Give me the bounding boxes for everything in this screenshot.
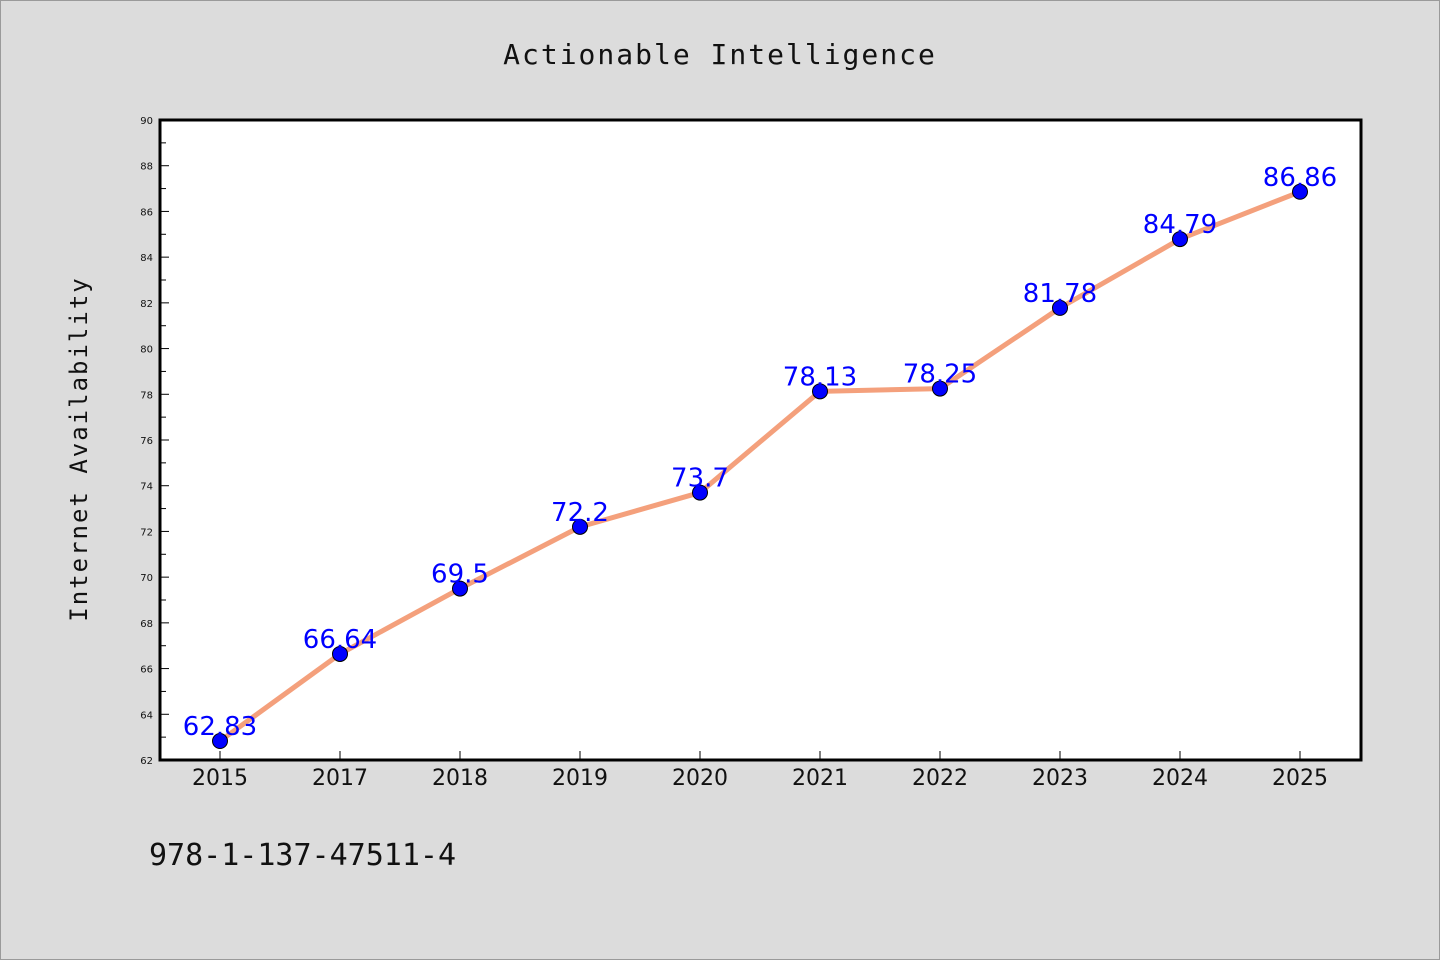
x-tick-label: 2020 xyxy=(672,766,728,791)
data-markers xyxy=(212,183,1308,750)
y-tick-label: 86 xyxy=(140,207,153,218)
data-label: 81.78 xyxy=(1023,279,1097,309)
data-point xyxy=(1052,299,1068,316)
y-tick-label: 74 xyxy=(140,482,153,493)
x-tick-label: 2018 xyxy=(432,766,488,791)
x-tick-label: 2015 xyxy=(192,766,248,791)
data-labels: 62.83 66.64 69.5 72.2 73.7 78.13 78.25 81.78 84.… xyxy=(183,163,1337,742)
series-path xyxy=(217,189,1303,744)
y-tick-label: 80 xyxy=(140,345,153,356)
y-tick-label: 72 xyxy=(140,527,153,538)
x-tick-label: 2019 xyxy=(552,766,608,791)
data-label: 69.5 xyxy=(431,560,489,590)
y-tick-label: 64 xyxy=(140,710,153,721)
y-tick-label: 88 xyxy=(140,162,153,173)
data-label: 78.13 xyxy=(783,362,857,392)
x-tick-label: 2017 xyxy=(312,766,368,791)
data-point xyxy=(812,383,828,400)
y-tick-label: 78 xyxy=(140,390,153,401)
y-tick-label: 70 xyxy=(140,573,153,584)
data-point xyxy=(212,733,228,750)
data-point xyxy=(932,380,948,397)
x-tick-label: 2024 xyxy=(1152,766,1208,791)
x-tick-label: 2021 xyxy=(792,766,848,791)
chart-title: Actionable Intelligence xyxy=(503,38,937,71)
data-label: 73.7 xyxy=(671,464,729,494)
data-label: 78.25 xyxy=(903,360,977,390)
data-label: 84.79 xyxy=(1143,210,1217,240)
data-point xyxy=(332,645,348,662)
data-point xyxy=(452,580,468,597)
data-label: 66.64 xyxy=(303,625,377,655)
x-axis-ticks: 2015 2017 2018 2019 2020 2021 2022 2023 2024 2025 xyxy=(192,751,1328,791)
y-tick-label: 76 xyxy=(140,436,153,447)
data-point xyxy=(1292,183,1308,200)
data-label: 86.86 xyxy=(1263,163,1337,193)
x-tick-label: 2023 xyxy=(1032,766,1088,791)
data-point xyxy=(1172,231,1188,248)
series-line xyxy=(217,189,1303,744)
y-tick-label: 82 xyxy=(140,299,153,310)
x-tick-label: 2022 xyxy=(912,766,968,791)
y-tick-label: 84 xyxy=(140,253,153,264)
y-axis-ticks: 62 64 66 68 70 72 74 76 78 80 82 84 86 88 90 xyxy=(140,116,169,767)
y-tick-label: 90 xyxy=(140,116,153,127)
y-axis-label: Internet Availability xyxy=(65,276,93,621)
x-tick-label: 2025 xyxy=(1272,766,1328,791)
y-tick-label: 68 xyxy=(140,619,153,630)
data-point xyxy=(692,484,708,501)
y-tick-label: 66 xyxy=(140,665,153,676)
y-tick-label: 62 xyxy=(140,756,153,767)
data-label: 62.83 xyxy=(183,712,257,742)
data-label: 72.2 xyxy=(551,498,609,528)
annotation-text: 978-1-137-47511-4 xyxy=(149,838,456,873)
data-point xyxy=(572,518,588,535)
